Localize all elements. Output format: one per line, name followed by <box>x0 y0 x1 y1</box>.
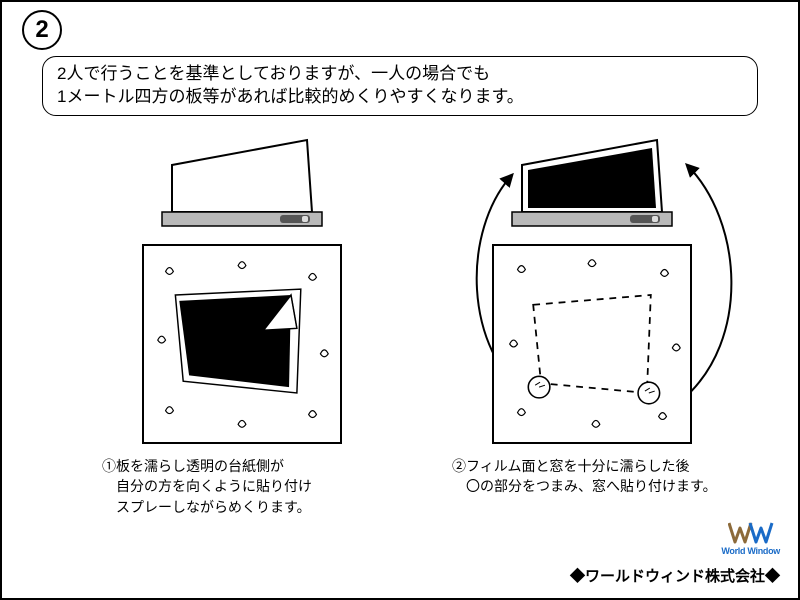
brand-logo: World Window <box>721 520 780 556</box>
right-caption: ②フィルム面と窓を十分に濡らした後 〇の部分をつまみ、窓へ貼り付けます。 <box>442 456 742 497</box>
left-window <box>142 130 342 240</box>
step-number: 2 <box>35 16 48 44</box>
right-board <box>492 244 692 444</box>
brand-name: World Window <box>721 546 780 556</box>
left-panel: ①板を濡らし透明の台紙側が 自分の方を向くように貼り付け スプレーしながらめくり… <box>92 130 392 517</box>
right-panel: ②フィルム面と窓を十分に濡らした後 〇の部分をつまみ、窓へ貼り付けます。 <box>442 130 742 497</box>
left-board <box>142 244 342 444</box>
header-note: 2人で行うことを基準としておりますが、一人の場合でも 1メートル四方の板等があれ… <box>42 56 758 116</box>
header-line-2: 1メートル四方の板等があれば比較的めくりやすくなります。 <box>57 86 743 109</box>
step-number-badge: 2 <box>22 10 62 50</box>
right-window <box>492 130 692 240</box>
header-line-1: 2人で行うことを基準としておりますが、一人の場合でも <box>57 63 743 86</box>
left-caption: ①板を濡らし透明の台紙側が 自分の方を向くように貼り付け スプレーしながらめくり… <box>92 456 392 517</box>
footer-company: ◆ワールドウィンド株式会社◆ <box>570 565 780 586</box>
ww-logo-icon <box>728 520 774 546</box>
